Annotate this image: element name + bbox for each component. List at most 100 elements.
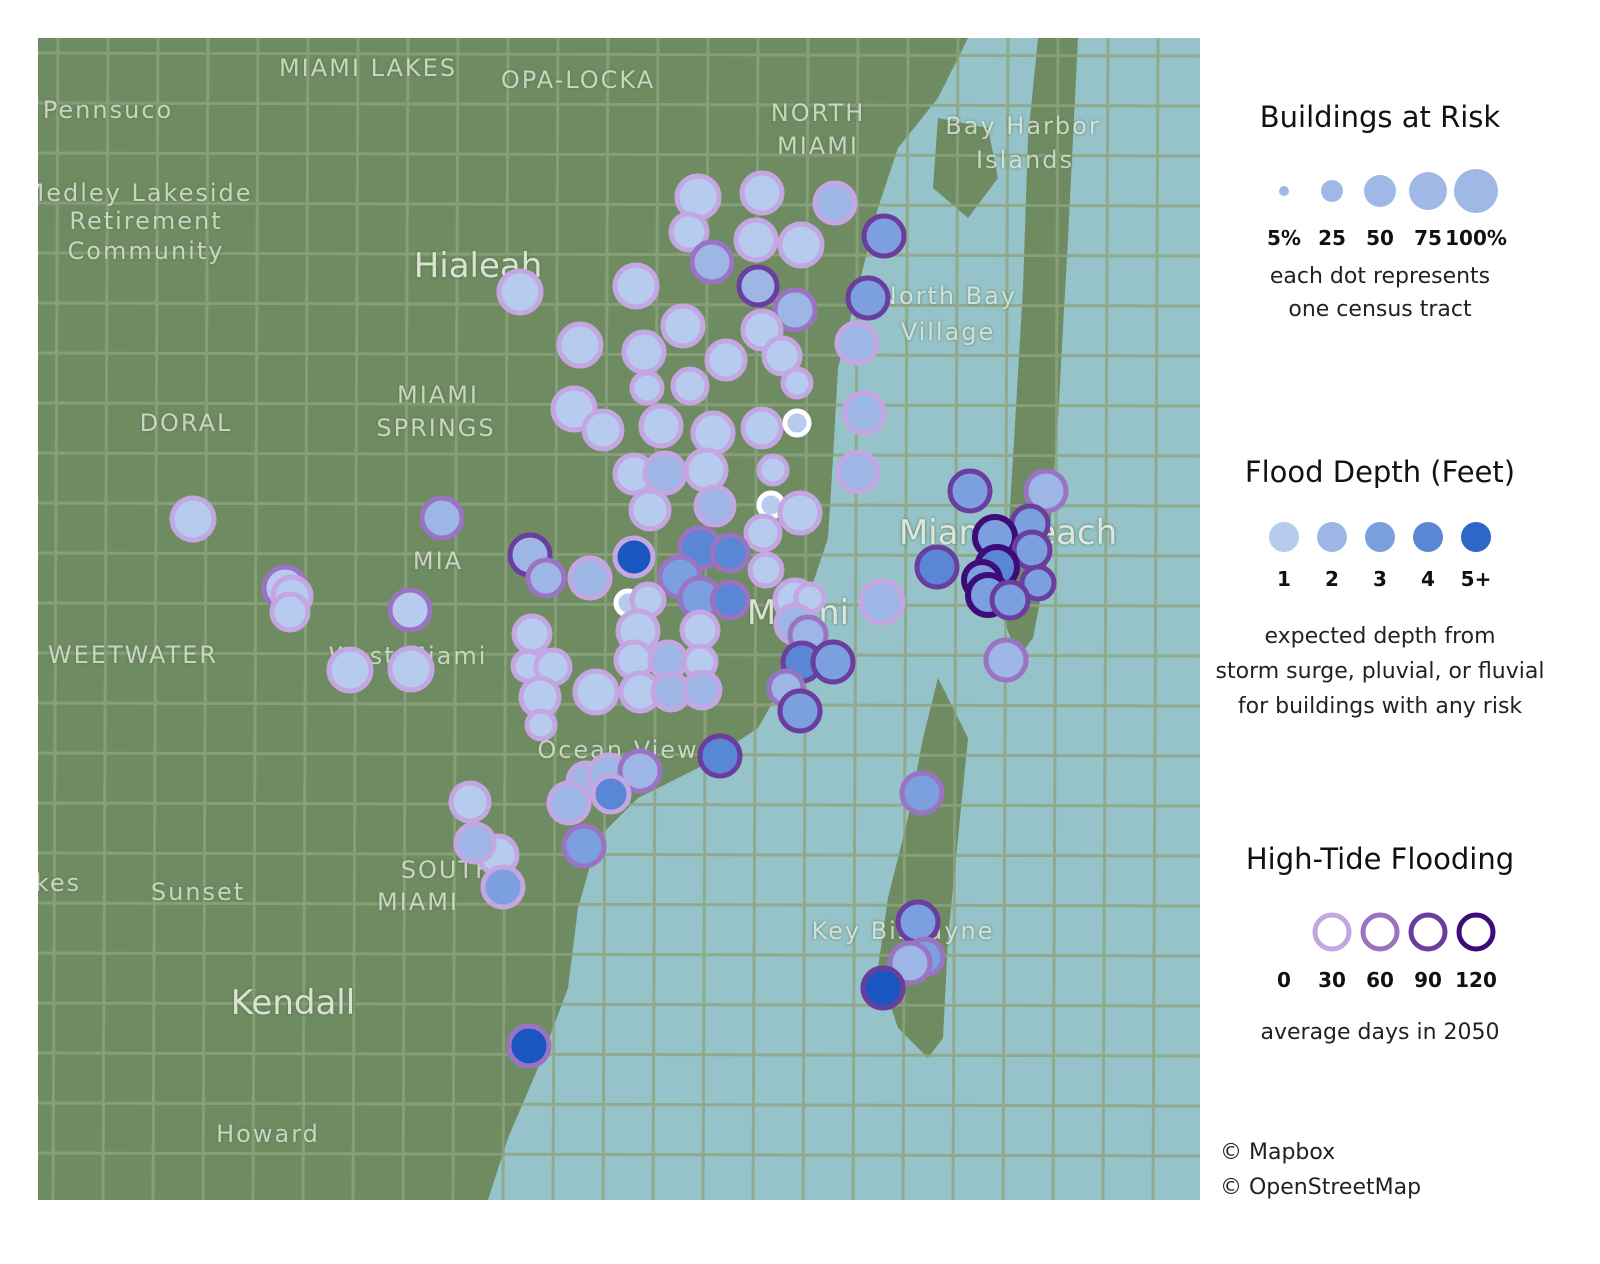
census-tract-dot[interactable] xyxy=(674,173,722,221)
census-tract-dot[interactable] xyxy=(777,688,823,734)
census-tract-dot[interactable] xyxy=(628,488,672,532)
census-tract-dot[interactable] xyxy=(567,555,613,601)
census-tract-dot[interactable] xyxy=(983,637,1029,683)
census-tract-dot[interactable] xyxy=(506,1023,552,1069)
legend-note: one census tract xyxy=(1288,297,1472,322)
census-tract-dot[interactable] xyxy=(525,557,567,599)
census-tract-dot[interactable] xyxy=(736,264,780,308)
census-tract-dot[interactable] xyxy=(621,329,667,375)
legend-label: 30 xyxy=(1318,968,1346,992)
census-tract-dot[interactable] xyxy=(947,468,993,514)
census-tract-dot[interactable] xyxy=(733,217,779,263)
census-tract-dot[interactable] xyxy=(777,490,823,536)
census-tract-dot[interactable] xyxy=(496,268,544,316)
depth-swatch xyxy=(1356,513,1404,561)
census-tract-dot[interactable] xyxy=(590,773,632,815)
census-tract-dot[interactable] xyxy=(704,338,748,382)
census-tract-dot[interactable] xyxy=(835,449,881,495)
legend-title: Flood Depth (Feet) xyxy=(1244,455,1516,489)
census-tract-dot[interactable] xyxy=(326,646,374,694)
map[interactable]: MIAMI LAKES OPA-LOCKA Pennsuco NORTH MIAMI Ba… xyxy=(38,38,1200,1200)
census-tract-dot[interactable] xyxy=(387,587,433,633)
census-tract-dot[interactable] xyxy=(660,303,706,349)
legend-label: 5+ xyxy=(1460,567,1492,591)
place-label: MIAMI LAKES xyxy=(278,54,458,82)
census-tract-dot[interactable] xyxy=(693,484,737,528)
census-tract-dot[interactable] xyxy=(556,321,604,369)
census-tract-dot[interactable] xyxy=(756,453,790,487)
census-tract-dot[interactable] xyxy=(668,211,710,253)
census-tract-dot[interactable] xyxy=(858,578,906,626)
census-tract-dot[interactable] xyxy=(681,669,723,711)
census-tract-dot[interactable] xyxy=(679,609,721,651)
census-tract-dot[interactable] xyxy=(845,275,891,321)
census-tract-dot[interactable] xyxy=(782,408,812,438)
census-tract-dot[interactable] xyxy=(419,495,465,541)
census-tract-dot[interactable] xyxy=(834,320,880,366)
census-tract-dot[interactable] xyxy=(777,221,825,269)
census-tract-dot[interactable] xyxy=(690,410,736,456)
census-tract-dot[interactable] xyxy=(761,335,803,377)
census-tract-dot[interactable] xyxy=(739,170,785,216)
census-tract-dot[interactable] xyxy=(1019,564,1057,602)
census-tract-dot[interactable] xyxy=(683,447,729,493)
census-tract-dot[interactable] xyxy=(480,864,526,910)
census-tract-dot[interactable] xyxy=(780,366,814,400)
census-tract-dot[interactable] xyxy=(1023,468,1069,514)
census-tract-dot[interactable] xyxy=(612,262,660,310)
census-tract-dot[interactable] xyxy=(561,823,607,869)
legend-label: 0 xyxy=(1277,968,1291,992)
census-tract-dot[interactable] xyxy=(743,513,783,553)
place-label: OPA-LOCKA xyxy=(500,66,656,94)
tide-swatch xyxy=(1260,908,1308,956)
census-tract-dot[interactable] xyxy=(448,780,492,824)
census-tract-dot[interactable] xyxy=(810,639,856,685)
census-tract-dot[interactable] xyxy=(612,535,656,579)
depth-swatch xyxy=(1260,513,1308,561)
census-tract-dot[interactable] xyxy=(269,591,311,633)
census-tract-dot[interactable] xyxy=(841,390,887,436)
census-tract-dot[interactable] xyxy=(895,899,941,945)
census-tract-dot[interactable] xyxy=(670,366,710,406)
osm-attribution[interactable]: © OpenStreetMap xyxy=(1220,1175,1422,1200)
census-tract-dot[interactable] xyxy=(709,579,751,621)
census-tract-dot[interactable] xyxy=(629,370,665,406)
legend-title: Buildings at Risk xyxy=(1259,100,1501,134)
census-tract-dot[interactable] xyxy=(740,406,784,450)
census-tract-dot[interactable] xyxy=(387,645,435,693)
census-tract-dot[interactable] xyxy=(914,544,960,590)
census-tract-dot[interactable] xyxy=(697,733,743,779)
census-tract-dot[interactable] xyxy=(638,403,684,449)
tide-swatch xyxy=(1356,908,1404,956)
place-label: NORTH xyxy=(770,99,866,127)
legend-label: 120 xyxy=(1455,968,1497,992)
census-tract-dot[interactable] xyxy=(747,551,785,589)
legend-label: 100% xyxy=(1445,226,1507,250)
census-tract-dot[interactable] xyxy=(453,821,497,865)
census-tract-dot[interactable] xyxy=(617,748,663,794)
census-tract-dot[interactable] xyxy=(642,450,688,496)
census-tract-dot[interactable] xyxy=(861,213,907,259)
census-tract-dot[interactable] xyxy=(860,965,906,1011)
census-tract-dot[interactable] xyxy=(572,668,620,716)
census-tract-dot[interactable] xyxy=(581,408,625,452)
census-tract-dot[interactable] xyxy=(709,532,751,574)
place-label: Medley Lakeside xyxy=(38,179,253,207)
place-label: Islands xyxy=(976,146,1074,174)
mapbox-attribution[interactable]: © Mapbox xyxy=(1220,1140,1336,1165)
census-tract-dot[interactable] xyxy=(989,579,1031,621)
census-tract-dot[interactable] xyxy=(772,287,818,333)
census-tract-dot[interactable] xyxy=(546,780,592,826)
place-label: WEETWATER xyxy=(47,641,219,669)
depth-swatch xyxy=(1308,513,1356,561)
census-tract-dot[interactable] xyxy=(524,708,558,742)
census-tract-dot[interactable] xyxy=(169,495,217,543)
census-tract-dot[interactable] xyxy=(689,239,735,285)
census-tract-dot[interactable] xyxy=(511,613,553,655)
census-tract-dot[interactable] xyxy=(887,940,933,986)
place-label: MIAMI xyxy=(377,888,459,916)
census-tract-dot[interactable] xyxy=(899,770,945,816)
mainland xyxy=(38,38,968,1200)
census-tract-dot[interactable] xyxy=(812,180,858,226)
census-tract-dots xyxy=(169,170,1069,1069)
